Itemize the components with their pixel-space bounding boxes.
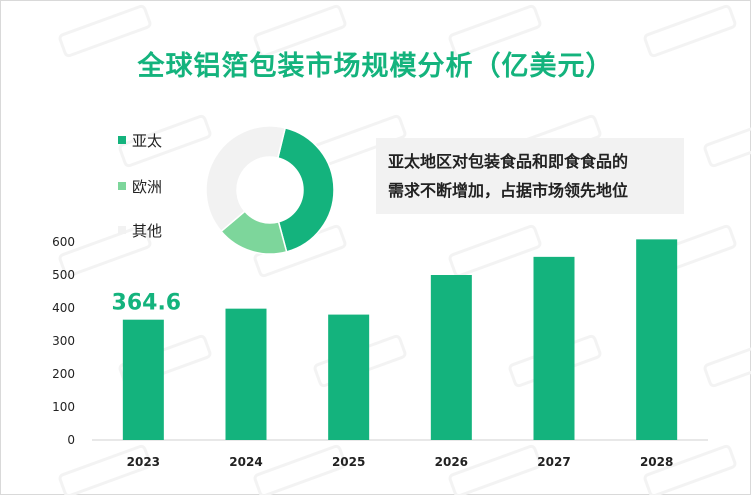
bar-2025 <box>328 314 370 440</box>
callout-line-1: 亚太地区对包装食品和即食食品的 <box>388 152 629 171</box>
watermark-mark-15 <box>703 334 751 388</box>
watermark-mark-17 <box>253 444 347 495</box>
watermark-mark-19 <box>643 444 737 495</box>
y-tick-label-4: 400 <box>52 301 75 315</box>
x-tick-label-2028: 2028 <box>640 455 673 469</box>
x-tick-label-2025: 2025 <box>332 455 365 469</box>
callout-box: 亚太地区对包装食品和即食食品的 需求不断增加，占据市场领先地位 <box>376 138 684 214</box>
legend-label-asia-pacific: 亚太 <box>132 131 163 150</box>
bar-2024 <box>225 308 267 440</box>
legend-swatch-other <box>118 226 126 234</box>
x-axis: 2023 2024 2025 2026 2027 2028 <box>127 455 674 469</box>
bar-2027 <box>533 256 575 440</box>
legend-item-other: 其他 <box>118 218 162 242</box>
y-tick-label-3: 300 <box>52 334 75 348</box>
x-tick-label-2024: 2024 <box>229 455 262 469</box>
bar-2028 <box>636 239 678 440</box>
legend-label-europe: 欧洲 <box>132 177 163 196</box>
y-tick-label-6: 600 <box>52 235 75 249</box>
watermark-mark-3 <box>643 4 737 58</box>
legend-item-asia-pacific: 亚太 <box>118 128 162 152</box>
chart-title: 全球铝箔包装市场规模分析（亿美元） <box>137 51 614 82</box>
bar-2026 <box>430 275 472 440</box>
donut-slice-2 <box>205 125 287 233</box>
legend-label-other: 其他 <box>132 221 163 240</box>
y-tick-label-5: 500 <box>52 268 75 282</box>
donut-slice-0 <box>276 126 335 253</box>
y-tick-label-1: 100 <box>52 400 75 414</box>
watermark-mark-10 <box>448 224 542 278</box>
watermark-mark-4 <box>118 114 212 168</box>
y-tick-label-2: 200 <box>52 367 75 381</box>
watermark-mark-7 <box>703 114 751 168</box>
data-label-2023: 364.6 <box>112 291 182 316</box>
legend-swatch-asia-pacific <box>118 136 126 144</box>
x-tick-label-2026: 2026 <box>435 455 468 469</box>
x-tick-label-2027: 2027 <box>537 455 570 469</box>
watermark-mark-0 <box>58 4 152 58</box>
legend-swatch-europe <box>118 182 126 190</box>
watermark-mark-1 <box>253 4 347 58</box>
donut-chart <box>205 125 335 255</box>
watermark-mark-18 <box>448 444 542 495</box>
x-tick-label-2023: 2023 <box>127 455 160 469</box>
watermark-mark-2 <box>448 4 542 58</box>
bar-2023 <box>122 319 164 440</box>
watermark-mark-8 <box>58 224 152 278</box>
y-axis: 0 100 200 300 400 500 600 <box>52 235 75 447</box>
data-labels: 364.6 <box>112 291 182 316</box>
y-tick-label-0: 0 <box>67 433 75 447</box>
legend-item-europe: 欧洲 <box>118 174 162 198</box>
bar-series <box>122 239 678 440</box>
callout-line-2: 需求不断增加，占据市场领先地位 <box>388 181 629 200</box>
watermark-mark-16 <box>58 444 152 495</box>
